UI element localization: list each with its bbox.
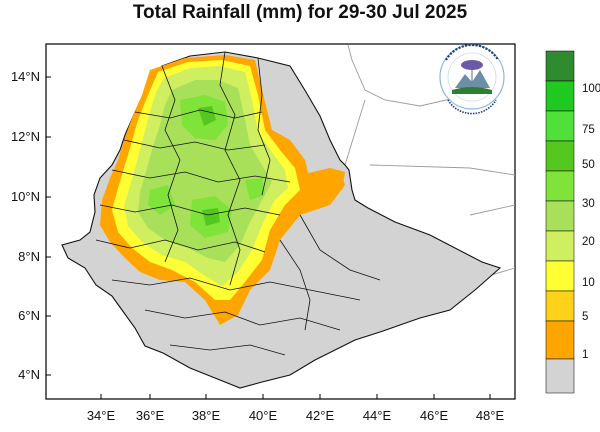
- legend-swatch: [545, 50, 575, 82]
- y-tick-marks: [46, 76, 51, 376]
- legend-swatch: [545, 290, 575, 322]
- legend-swatch: [545, 260, 575, 292]
- legend-swatch: [545, 110, 575, 142]
- legend-swatch: [545, 358, 575, 394]
- legend-swatch: [545, 140, 575, 172]
- legend-swatch: [545, 200, 575, 232]
- y-tick-label: 14°N: [11, 69, 40, 84]
- x-tick-label: 48°E: [476, 408, 505, 423]
- legend-swatch: [545, 320, 575, 360]
- ethiopian-meteorology-institute-logo: [439, 43, 505, 115]
- x-tick-label: 44°E: [363, 408, 392, 423]
- y-tick-label: 6°N: [18, 308, 40, 323]
- x-tick-label: 38°E: [192, 408, 221, 423]
- legend-label: 1: [582, 349, 588, 361]
- x-tick-label: 46°E: [420, 408, 449, 423]
- legend-colorbar: [545, 50, 575, 394]
- x-tick-label: 34°E: [87, 408, 116, 423]
- y-tick-label: 10°N: [11, 189, 40, 204]
- legend-label: 30: [582, 198, 595, 210]
- x-tick-marks: [100, 394, 491, 399]
- y-tick-label: 12°N: [11, 129, 40, 144]
- rain-zone-east: [300, 168, 345, 205]
- x-tick-label: 36°E: [136, 408, 165, 423]
- legend-label: 10: [582, 277, 595, 289]
- legend-label: 5: [582, 311, 588, 323]
- legend-label: 100: [582, 83, 600, 95]
- legend-label: 20: [582, 236, 595, 248]
- y-tick-labels: 14°N 12°N 10°N 8°N 6°N 4°N: [11, 69, 40, 382]
- x-tick-label: 40°E: [249, 408, 278, 423]
- x-tick-label: 42°E: [306, 408, 335, 423]
- legend-swatch: [545, 170, 575, 202]
- legend-label: 50: [582, 159, 595, 171]
- legend-label: 75: [582, 124, 595, 136]
- x-tick-labels: 34°E 36°E 38°E 40°E 42°E 44°E 46°E 48°E: [87, 408, 505, 423]
- legend-labels: 100 75 50 30 20 10 5 1: [582, 83, 600, 361]
- rain-zone-green-dense: [198, 106, 220, 226]
- legend-swatch: [545, 80, 575, 112]
- y-tick-label: 4°N: [18, 367, 40, 382]
- rain-zone-green: [138, 80, 272, 262]
- legend-swatch: [545, 230, 575, 262]
- admin-boundaries: [95, 51, 381, 356]
- y-tick-label: 8°N: [18, 249, 40, 264]
- map-title: Total Rainfall (mm) for 29-30 Jul 2025: [132, 2, 468, 23]
